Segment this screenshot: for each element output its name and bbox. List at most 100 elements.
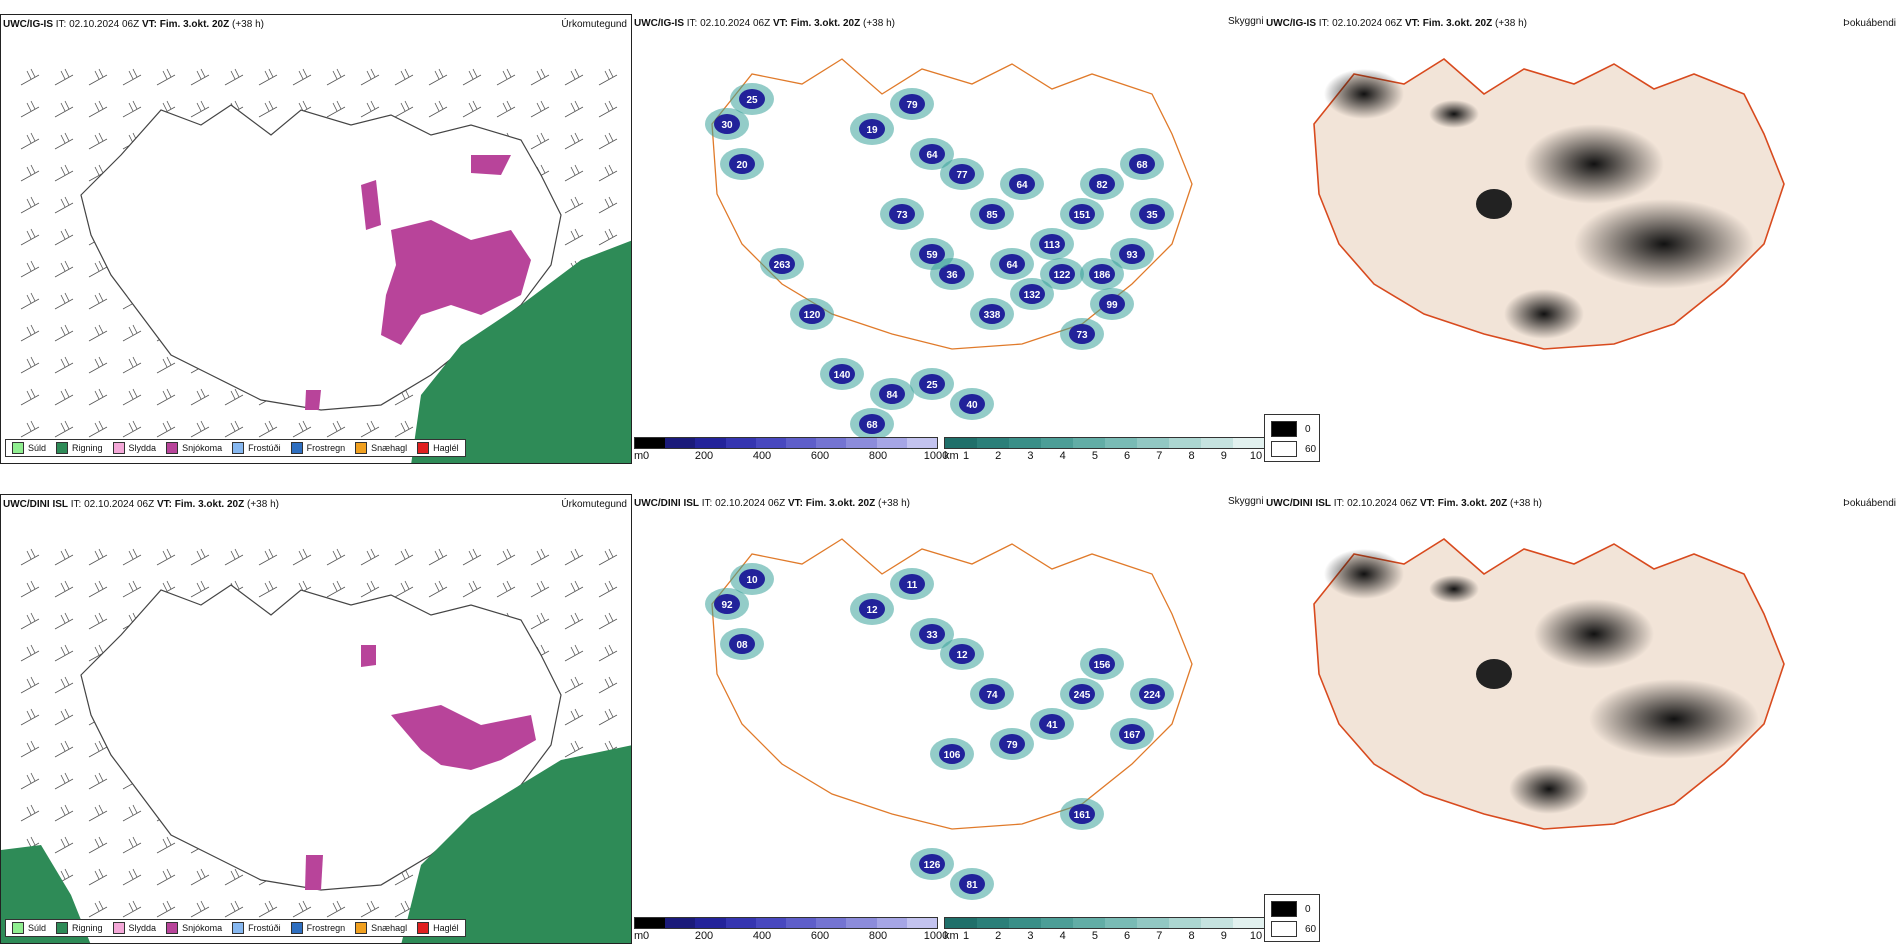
legend-swatch	[112, 442, 125, 454]
cloud-base-label: 224	[1144, 690, 1161, 701]
cloud-base-label: 19	[866, 125, 878, 136]
legend-swatch	[232, 442, 245, 454]
wind-barb	[54, 740, 74, 758]
wind-barb	[190, 420, 210, 438]
colorbar-tick: 2	[995, 930, 1002, 942]
wind-barb	[88, 580, 108, 598]
colorbar-segment	[906, 438, 938, 448]
cloud-base-label: 40	[966, 400, 978, 411]
legend-swatch	[290, 442, 303, 454]
colorbar-tick: 0	[642, 450, 650, 462]
wind-barb	[258, 548, 278, 566]
wind-barb	[88, 388, 108, 406]
vis-colorbar-row2	[944, 917, 1264, 929]
wind-barb	[54, 676, 74, 694]
wind-barb	[598, 100, 618, 118]
wind-barb	[326, 68, 346, 86]
cloud-base-area	[919, 374, 945, 394]
wind-barb	[564, 548, 584, 566]
colorbar-segment	[695, 918, 726, 928]
legend-item: Haglél	[417, 922, 459, 934]
wind-barb	[224, 548, 244, 566]
wind-barb	[394, 580, 414, 598]
colorbar-tick: 600	[810, 450, 830, 462]
wind-barb	[54, 772, 74, 790]
wind-barb	[156, 548, 176, 566]
colorbar-segment	[1233, 438, 1264, 448]
fog-map-row2: UWC/DINI ISL IT: 02.10.2024 06Z VT: Fim.…	[1264, 494, 1900, 944]
wind-barb	[530, 548, 550, 566]
cloud-base-area	[889, 204, 915, 224]
wind-barb	[428, 548, 448, 566]
cloud-base-area	[899, 94, 925, 114]
colorbar-tick: 3	[1027, 930, 1034, 942]
legend-item: Frostúði	[232, 922, 281, 934]
wind-barb	[20, 644, 40, 662]
colorbar-tick: 200	[694, 450, 714, 462]
wind-barb	[190, 388, 210, 406]
cloud-base-area	[769, 254, 795, 274]
colorbar-segment	[1041, 918, 1073, 928]
wind-barb	[20, 228, 40, 246]
wind-barb	[224, 420, 244, 438]
cloud-base-label: 35	[1146, 210, 1158, 221]
colorbar-segment	[945, 438, 977, 448]
wind-barb	[156, 900, 176, 918]
wind-barb	[564, 708, 584, 726]
wind-barb	[326, 580, 346, 598]
wind-barb	[54, 708, 74, 726]
cloud-base-label: 79	[906, 100, 918, 111]
cloud-base-area	[859, 414, 885, 434]
legend-label: Slydda	[128, 443, 157, 453]
colorbar-tick: 400	[752, 450, 772, 462]
wind-barb	[224, 900, 244, 918]
wind-barb	[394, 548, 414, 566]
visibility-map-svg-row1: 30 25 20 19 79 64 77 85 64 113 151 82 93 35 36 25 40 73 68…	[705, 58, 1193, 440]
colorbar-segment	[786, 438, 817, 448]
wind-barb	[54, 580, 74, 598]
colorbar-segment	[1009, 438, 1041, 448]
wind-barb	[462, 580, 482, 598]
wind-barb	[88, 868, 108, 886]
colorbar-tick: 1000	[923, 450, 949, 462]
wind-barb	[122, 100, 142, 118]
wind-barb	[224, 388, 244, 406]
colorbar-segment	[725, 918, 756, 928]
legend-item: Snjókoma	[166, 922, 222, 934]
fog-map-svg-row2	[1313, 538, 1785, 830]
legend-label: Frostregn	[306, 443, 346, 453]
wind-barb	[530, 580, 550, 598]
wind-barb	[598, 676, 618, 694]
cloud-base-label: 12	[866, 605, 878, 616]
legend-item: Súld	[12, 442, 46, 454]
snow-area-north	[471, 155, 511, 175]
colorbar-tick: 9	[1220, 450, 1227, 462]
legend-item: Frostregn	[290, 922, 345, 934]
cloud-base-label: 36	[946, 270, 958, 281]
ceiling-unit-row1: m	[634, 450, 644, 462]
wind-barb	[156, 868, 176, 886]
wind-barb	[156, 420, 176, 438]
colorbar-segment	[945, 918, 977, 928]
colorbar-tick: 6	[1124, 450, 1131, 462]
wind-barb	[292, 68, 312, 86]
cloud-base-label: 167	[1124, 730, 1141, 741]
wind-barb	[360, 100, 380, 118]
legend-swatch	[12, 442, 24, 454]
wind-barb	[20, 708, 40, 726]
colorbar-segment	[1105, 438, 1137, 448]
colorbar-segment	[665, 918, 696, 928]
wind-barb	[530, 612, 550, 630]
snow-area	[381, 220, 531, 345]
legend-swatch	[56, 922, 69, 934]
wind-barb	[54, 644, 74, 662]
cloud-base-label: 122	[1054, 270, 1071, 281]
cloud-base-area	[1089, 264, 1115, 284]
colorbar-tick: 4	[1059, 930, 1066, 942]
legend-item: Rigning	[56, 922, 103, 934]
cloud-base-label: 93	[1126, 250, 1138, 261]
wind-barb	[292, 900, 312, 918]
wind-barb	[462, 100, 482, 118]
wind-barb	[88, 324, 108, 342]
cloud-base-area	[1039, 234, 1065, 254]
